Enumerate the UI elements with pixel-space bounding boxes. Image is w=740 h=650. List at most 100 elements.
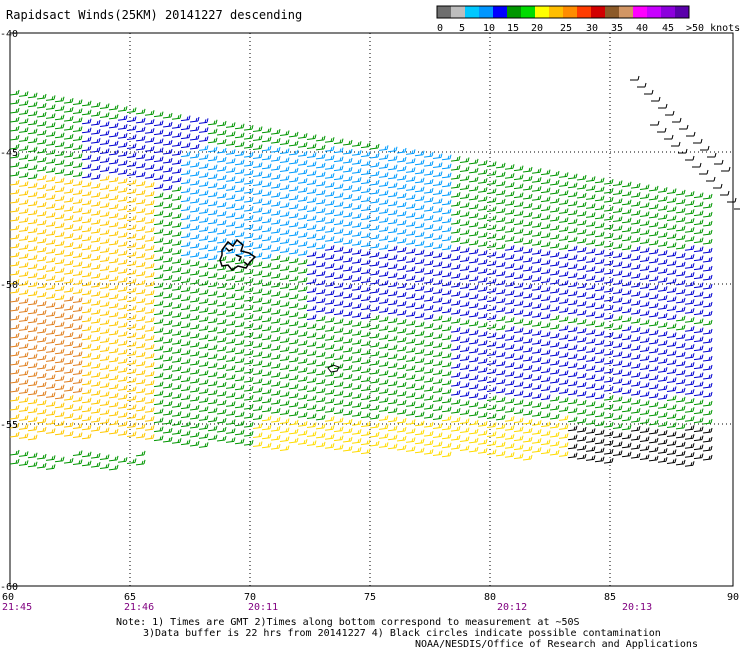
wind-barb xyxy=(99,112,110,118)
wind-barb xyxy=(666,395,677,402)
wind-barb xyxy=(9,395,20,402)
wind-barb xyxy=(639,373,650,379)
wind-barb xyxy=(650,120,660,126)
wind-barb xyxy=(117,268,128,274)
wind-barb xyxy=(585,419,596,425)
wind-barb xyxy=(504,191,515,197)
wind-barb xyxy=(666,188,677,195)
wind-barb xyxy=(342,265,353,272)
wind-barb xyxy=(18,325,29,331)
wind-barb xyxy=(234,438,245,445)
wind-barb xyxy=(621,415,632,422)
wind-barb xyxy=(36,462,47,469)
wind-barb xyxy=(477,421,488,427)
wind-barb xyxy=(396,399,407,406)
wind-barb xyxy=(117,214,128,220)
wind-barb xyxy=(558,397,569,403)
wind-barb xyxy=(504,452,515,458)
wind-barb xyxy=(63,133,74,140)
wind-barb xyxy=(54,303,65,310)
wind-barb xyxy=(513,300,524,307)
wind-barb xyxy=(684,344,695,350)
wind-barb xyxy=(558,361,569,367)
wind-barb xyxy=(171,141,182,147)
wind-barb xyxy=(621,181,632,188)
wind-barb xyxy=(36,390,47,397)
wind-barb xyxy=(671,141,681,147)
wind-barb xyxy=(360,412,371,419)
wind-barb xyxy=(657,223,668,229)
wind-barb xyxy=(405,275,416,281)
wind-barb xyxy=(135,198,146,205)
colorbar-swatch xyxy=(675,6,689,18)
wind-barb xyxy=(558,433,569,439)
wind-barb xyxy=(171,393,182,399)
wind-barb xyxy=(117,349,128,355)
wind-barb xyxy=(288,158,299,165)
wind-barb xyxy=(396,327,407,334)
wind-barb xyxy=(18,226,29,232)
wind-barb xyxy=(648,230,659,237)
wind-barb xyxy=(126,116,137,123)
wind-barb xyxy=(522,409,533,416)
wind-barb xyxy=(99,409,110,415)
wind-barb xyxy=(423,340,434,347)
wind-barb xyxy=(198,253,209,259)
wind-barb xyxy=(81,361,92,368)
wind-barb xyxy=(531,276,542,282)
wind-barb xyxy=(198,433,209,439)
wind-barb xyxy=(117,412,128,418)
wind-barb xyxy=(612,423,623,429)
wind-barb xyxy=(567,335,578,342)
wind-barb xyxy=(261,262,272,269)
wind-barb xyxy=(441,334,452,341)
wind-barb xyxy=(549,278,560,285)
wind-barb xyxy=(594,393,605,400)
wind-barb xyxy=(144,146,155,152)
wind-barb xyxy=(702,373,713,380)
wind-barb xyxy=(727,197,737,203)
wind-barb xyxy=(198,244,209,250)
wind-barb xyxy=(630,444,641,450)
wind-barb xyxy=(450,408,461,414)
wind-barb xyxy=(675,396,686,403)
wind-barb xyxy=(603,421,614,428)
wind-barb xyxy=(45,311,56,317)
wind-barb xyxy=(369,179,380,186)
wind-barb xyxy=(576,354,587,361)
wind-barb xyxy=(108,392,119,399)
wind-barb xyxy=(306,287,317,294)
wind-barb xyxy=(459,283,470,289)
wind-barb xyxy=(486,305,497,312)
wind-barb xyxy=(243,214,254,221)
wind-barb xyxy=(27,461,38,468)
wind-barb xyxy=(567,452,578,459)
wind-barb xyxy=(477,439,488,445)
wind-barb xyxy=(180,214,191,221)
wind-barb xyxy=(270,147,281,153)
wind-barb xyxy=(279,148,290,154)
wind-barb xyxy=(549,359,560,366)
wind-barb xyxy=(360,376,371,383)
wind-barb xyxy=(270,417,281,423)
wind-barb xyxy=(153,390,164,397)
wind-barb xyxy=(144,281,155,287)
wind-barb xyxy=(18,190,29,196)
wind-barb xyxy=(495,234,506,241)
wind-barb xyxy=(423,241,434,248)
wind-barb xyxy=(207,272,218,279)
wind-barb xyxy=(405,194,416,200)
wind-barb xyxy=(405,365,416,371)
wind-barb xyxy=(135,270,146,277)
wind-barb xyxy=(549,404,560,411)
wind-barb xyxy=(234,366,245,373)
wind-barb xyxy=(603,295,614,302)
wind-barb xyxy=(378,235,389,241)
wind-barb xyxy=(216,291,227,298)
wind-barb xyxy=(441,352,452,359)
wind-barb xyxy=(207,236,218,243)
wind-barb xyxy=(27,281,38,288)
wind-barb xyxy=(216,120,227,127)
wind-barb xyxy=(342,319,353,326)
wind-barb xyxy=(36,453,47,460)
